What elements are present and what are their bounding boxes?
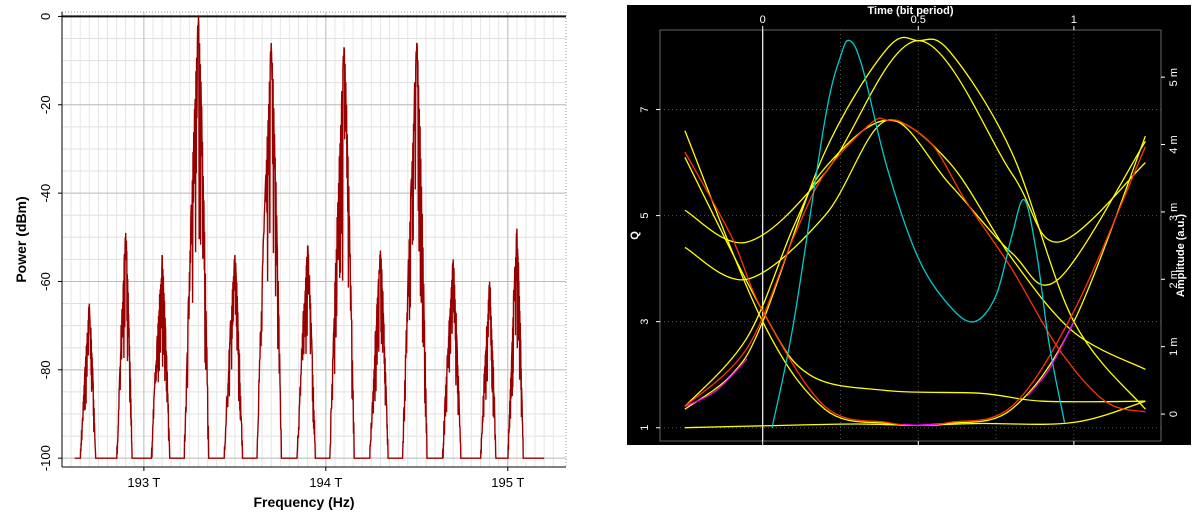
eye-left-axis-title: Q — [629, 231, 641, 240]
eye-trace — [684, 36, 1146, 410]
x-tick-label: 195 T — [491, 475, 524, 490]
eye-trace — [684, 117, 1146, 413]
eye-trace — [1026, 321, 1075, 397]
eye-x2-tick-label: 1 — [1071, 14, 1077, 26]
eye-bottom-axis-title: Time (bit period) — [868, 458, 954, 470]
eye-y2-tick-label: 0 — [1168, 411, 1180, 417]
eye-y-tick-label: 1 — [639, 425, 651, 431]
y-axis-title: Power (dBm) — [13, 196, 29, 282]
eye-plot-area — [659, 29, 1162, 442]
spectrum-chart: 0 -20 -40 -60 -80 -100 193 T 194 T 195 T Frequenc… — [13, 11, 567, 510]
eye-y2-tick-label: 1 m — [1168, 338, 1180, 356]
y-tick-label: -20 — [38, 95, 53, 114]
y-tick-label: -80 — [38, 360, 53, 379]
y-tick-label: -40 — [38, 184, 53, 203]
eye-x-tick-label: 1 — [1071, 446, 1077, 458]
y-tick-label: -100 — [38, 445, 53, 471]
x-tick-label: 193 T — [127, 475, 160, 490]
eye-trace — [684, 39, 1146, 244]
eye-trace — [771, 39, 1066, 428]
eye-x2-tick-label: 0.5 — [911, 14, 926, 26]
eye-y-tick-label: 3 — [639, 319, 651, 325]
eye-y-tick-label: 7 — [639, 106, 651, 112]
y-tick-label: 0 — [38, 13, 53, 20]
x-axis-title: Frequency (Hz) — [253, 494, 354, 510]
eye-trace — [684, 157, 1146, 403]
eye-y2-tick-label: 5 m — [1168, 68, 1180, 86]
eye-y-tick-label: 5 — [639, 213, 651, 219]
eye-x2-tick-label: 0 — [760, 14, 766, 26]
eye-trace — [684, 358, 748, 408]
eye-y2-tick-label: 2 m — [1168, 270, 1180, 288]
spectrum-trace — [74, 16, 545, 459]
eye-right-axis-title: Amplitude (a.u.) — [1175, 214, 1187, 297]
x-tick-label: 194 T — [309, 475, 342, 490]
eye-top-axis-title: Time (bit period) — [868, 5, 954, 17]
eye-y2-tick-label: 4 m — [1168, 135, 1180, 153]
eye-diagram-chart: 1 3 5 7 0 1 m 2 m 3 m 4 m 5 m 0 0 0.5 0.5 1 1 Time (bit … — [622, 0, 1197, 526]
eye-trace — [684, 119, 1146, 286]
eye-trace — [902, 422, 944, 426]
y-tick-label: -60 — [38, 272, 53, 291]
eye-x-tick-label: 0 — [760, 446, 766, 458]
eye-y2-tick-label: 3 m — [1168, 203, 1180, 221]
eye-x-tick-label: 0.5 — [911, 446, 926, 458]
